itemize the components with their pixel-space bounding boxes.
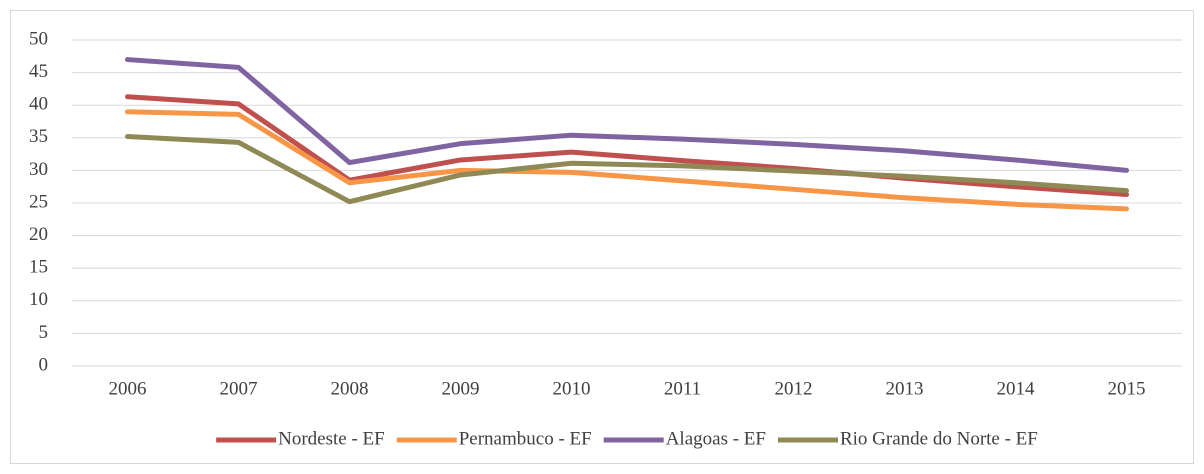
y-tick-label: 35 <box>29 126 48 147</box>
y-tick-label: 15 <box>29 257 48 278</box>
x-tick-label: 2012 <box>775 378 813 399</box>
legend-label: Nordeste - EF <box>278 428 385 449</box>
x-tick-label: 2006 <box>109 378 147 399</box>
legend: Nordeste - EF Pernambuco - EF Alagoas - EF… <box>216 428 1038 449</box>
x-tick-label: 2011 <box>664 378 701 399</box>
y-tick-label: 5 <box>39 322 49 343</box>
y-tick-label: 0 <box>39 354 49 375</box>
chart-frame <box>10 10 1194 464</box>
y-tick-label: 50 <box>29 28 48 49</box>
y-tick-label: 30 <box>29 159 48 180</box>
legend-label: Rio Grande do Norte - EF <box>840 428 1038 449</box>
series-line <box>125 57 1129 173</box>
x-tick-label: 2009 <box>442 378 480 399</box>
y-tick-label: 25 <box>29 191 48 212</box>
series-line <box>125 133 1129 205</box>
y-tick-label: 20 <box>29 224 48 245</box>
x-tick-label: 2015 <box>1108 378 1146 399</box>
legend-label: Pernambuco - EF <box>459 428 592 449</box>
x-tick-label: 2010 <box>553 378 591 399</box>
y-tick-label: 45 <box>29 61 48 82</box>
x-tick-label: 2014 <box>997 378 1036 399</box>
x-tick-label: 2013 <box>886 378 924 399</box>
y-tick-label: 10 <box>29 289 48 310</box>
series-line <box>125 109 1129 212</box>
legend-label: Alagoas - EF <box>666 428 766 449</box>
x-tick-label: 2008 <box>331 378 369 399</box>
x-tick-label: 2007 <box>220 378 258 399</box>
series-line <box>125 94 1129 198</box>
y-tick-label: 40 <box>29 94 48 115</box>
